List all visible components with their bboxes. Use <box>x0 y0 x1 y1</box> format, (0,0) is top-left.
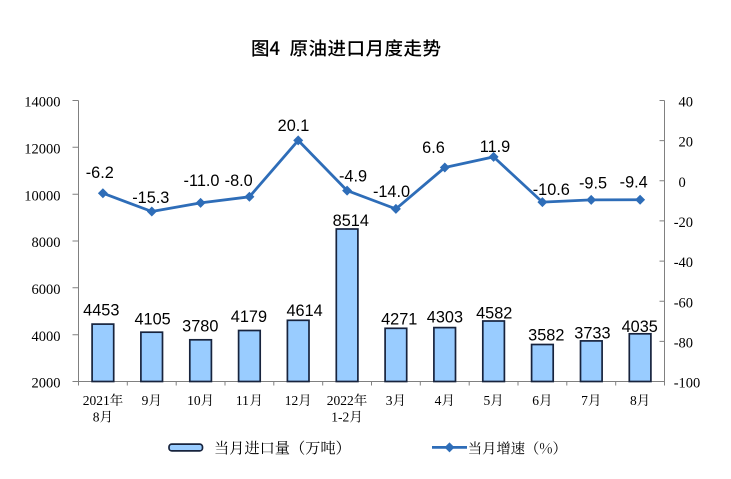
svg-text:6.6: 6.6 <box>422 139 445 157</box>
svg-text:-8.0: -8.0 <box>225 172 253 190</box>
svg-text:4303: 4303 <box>427 309 463 327</box>
svg-text:3733: 3733 <box>574 325 610 343</box>
svg-text:11: 11 <box>236 393 249 408</box>
svg-text:-4.9: -4.9 <box>339 168 367 186</box>
svg-text:6: 6 <box>532 393 539 408</box>
svg-text:12: 12 <box>285 393 299 408</box>
svg-text:-80: -80 <box>674 336 693 352</box>
svg-text:3582: 3582 <box>528 326 564 344</box>
svg-text:-10.6: -10.6 <box>533 181 570 199</box>
svg-text:40: 40 <box>679 95 694 111</box>
svg-text:-100: -100 <box>674 376 701 392</box>
svg-text:14000: 14000 <box>24 95 60 111</box>
svg-text:7: 7 <box>581 393 588 408</box>
svg-text:10000: 10000 <box>24 188 60 204</box>
svg-text:-11.0: -11.0 <box>184 172 220 190</box>
svg-text:-15.3: -15.3 <box>132 189 169 207</box>
svg-text:20: 20 <box>679 135 694 151</box>
svg-text:-9.4: -9.4 <box>620 174 648 192</box>
svg-text:-20: -20 <box>674 215 693 231</box>
svg-text:-60: -60 <box>674 295 693 311</box>
svg-text:-6.2: -6.2 <box>86 164 114 182</box>
svg-text:3: 3 <box>386 393 393 408</box>
svg-text:2022: 2022 <box>327 393 354 408</box>
svg-text:-40: -40 <box>674 255 693 271</box>
svg-text:8: 8 <box>630 393 637 408</box>
svg-text:20.1: 20.1 <box>278 117 310 135</box>
svg-text:4614: 4614 <box>286 302 322 320</box>
svg-text:4105: 4105 <box>134 311 170 329</box>
svg-text:12000: 12000 <box>24 141 60 157</box>
svg-text:5: 5 <box>484 393 491 408</box>
svg-text:2021: 2021 <box>83 393 110 408</box>
svg-text:6000: 6000 <box>32 282 61 298</box>
svg-text:4271: 4271 <box>381 311 417 329</box>
svg-text:8514: 8514 <box>333 212 369 230</box>
svg-text:2000: 2000 <box>32 376 61 392</box>
svg-text:10: 10 <box>187 393 201 408</box>
svg-text:0: 0 <box>679 175 686 191</box>
svg-text:4: 4 <box>435 393 442 408</box>
svg-text:3780: 3780 <box>182 317 218 335</box>
svg-text:4035: 4035 <box>622 318 658 336</box>
svg-text:8: 8 <box>93 410 100 425</box>
svg-text:8000: 8000 <box>32 235 61 251</box>
svg-text:4453: 4453 <box>83 302 119 320</box>
svg-text:9: 9 <box>142 393 149 408</box>
svg-text:4000: 4000 <box>32 329 61 345</box>
svg-text:4179: 4179 <box>231 308 267 326</box>
svg-text:-14.0: -14.0 <box>373 183 410 201</box>
svg-text:11.9: 11.9 <box>480 138 510 156</box>
svg-text:4582: 4582 <box>476 305 512 323</box>
svg-text:-9.5: -9.5 <box>579 175 607 193</box>
svg-text:1-2: 1-2 <box>331 410 349 425</box>
